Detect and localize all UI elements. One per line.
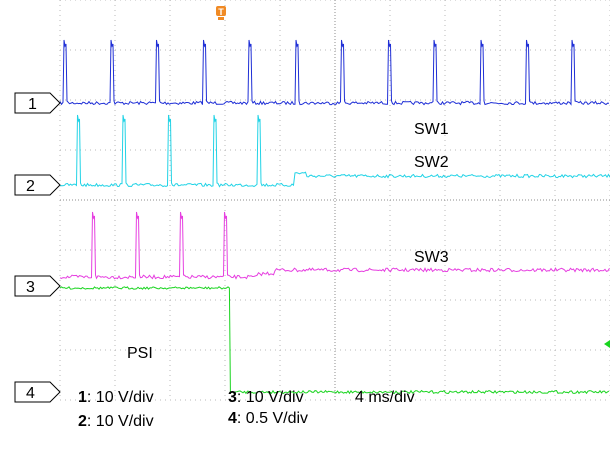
svg-text:T: T <box>218 7 224 17</box>
ch1-scale-number: 1 <box>78 389 87 406</box>
psi-label: PSI <box>127 345 153 362</box>
ch3-scale-text: : 10 V/div <box>236 389 304 406</box>
ch2-scale: 2: 10 V/div <box>78 413 154 431</box>
channel-4-marker-label: 4 <box>26 385 35 402</box>
ch3-scale: 3: 10 V/div <box>228 389 304 407</box>
channel-1-marker: 1 <box>14 92 61 114</box>
sw1-label: SW1 <box>414 121 449 138</box>
graticule <box>59 0 610 401</box>
channel-1-trace <box>59 39 610 106</box>
ch4-scale-text: : 0.5 V/div <box>236 410 309 427</box>
channel-4-marker: 4 <box>14 381 61 403</box>
channel-3-marker-label: 3 <box>26 279 35 296</box>
timebase-label: 4 ms/div <box>355 389 415 407</box>
trigger-level-marker <box>604 340 610 348</box>
ch1-scale-text: : 10 V/div <box>86 389 154 406</box>
ch4-scale-number: 4 <box>228 410 237 427</box>
channel-2-marker: 2 <box>14 174 61 196</box>
traces <box>59 39 610 395</box>
sw2-label: SW2 <box>414 154 449 171</box>
timebase-text: 4 ms/div <box>355 389 415 406</box>
channel-3-trace <box>59 211 610 280</box>
sw3-label: SW3 <box>414 249 449 266</box>
channel-3-marker: 3 <box>14 275 61 297</box>
channel-2-marker-label: 2 <box>26 178 35 195</box>
channel-1-marker-label: 1 <box>28 96 37 113</box>
ch4-scale: 4: 0.5 V/div <box>228 410 308 428</box>
channel-4-trace <box>59 286 610 395</box>
trigger-position-marker: T <box>216 6 226 20</box>
ch3-scale-number: 3 <box>228 389 237 406</box>
ch2-scale-text: : 10 V/div <box>86 413 154 430</box>
ch1-scale: 1: 10 V/div <box>78 389 154 407</box>
ch2-scale-number: 2 <box>78 413 87 430</box>
channel-2-trace <box>59 114 610 188</box>
